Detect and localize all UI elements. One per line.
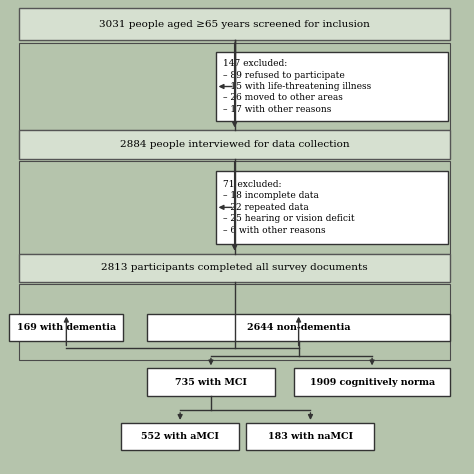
FancyBboxPatch shape: [19, 43, 450, 130]
FancyBboxPatch shape: [19, 284, 450, 360]
Text: 147 excluded:
– 89 refused to participate
– 15 with life-threatening illness
– 2: 147 excluded: – 89 refused to participat…: [223, 59, 371, 114]
Text: 1909 cognitively norma: 1909 cognitively norma: [310, 378, 435, 386]
Text: 183 with naMCI: 183 with naMCI: [268, 432, 353, 441]
Text: 735 with MCI: 735 with MCI: [175, 378, 247, 386]
Text: 2884 people interviewed for data collection: 2884 people interviewed for data collect…: [120, 140, 349, 149]
FancyBboxPatch shape: [147, 368, 275, 396]
Text: 2644 non-dementia: 2644 non-dementia: [247, 323, 350, 332]
Text: 71 excluded:
– 18 incomplete data
– 22 repeated data
– 25 hearing or vision defi: 71 excluded: – 18 incomplete data – 22 r…: [223, 180, 355, 235]
Text: 552 with aMCI: 552 with aMCI: [141, 432, 219, 441]
FancyBboxPatch shape: [121, 423, 239, 450]
FancyBboxPatch shape: [216, 52, 448, 121]
FancyBboxPatch shape: [246, 423, 374, 450]
FancyBboxPatch shape: [9, 314, 123, 341]
FancyBboxPatch shape: [19, 130, 450, 159]
Text: 2813 participants completed all survey documents: 2813 participants completed all survey d…: [101, 264, 368, 272]
FancyBboxPatch shape: [294, 368, 450, 396]
Text: 3031 people aged ≥65 years screened for inclusion: 3031 people aged ≥65 years screened for …: [99, 20, 370, 28]
FancyBboxPatch shape: [19, 161, 450, 254]
FancyBboxPatch shape: [19, 8, 450, 40]
Text: 169 with dementia: 169 with dementia: [17, 323, 116, 332]
FancyBboxPatch shape: [19, 254, 450, 282]
FancyBboxPatch shape: [147, 314, 450, 341]
FancyBboxPatch shape: [216, 171, 448, 244]
